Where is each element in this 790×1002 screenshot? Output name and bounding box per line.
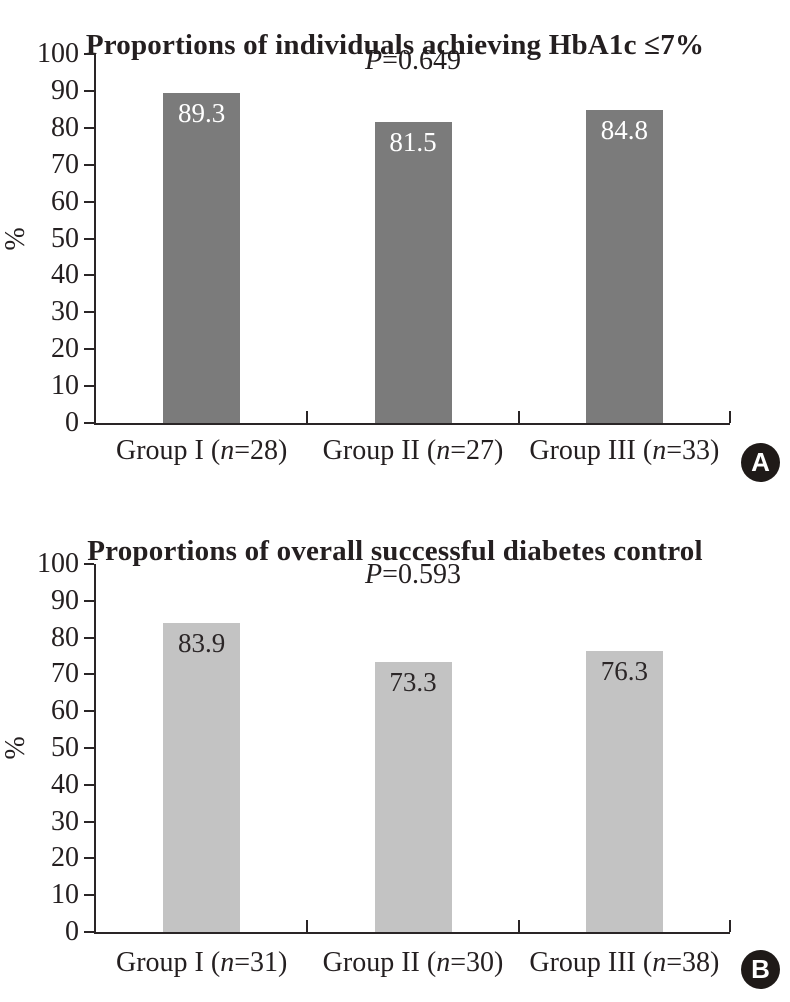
y-tick-label: 70 <box>51 148 79 180</box>
y-tick-label: 70 <box>51 658 79 690</box>
y-tick <box>84 710 94 713</box>
y-tick-label: 50 <box>51 732 79 763</box>
panel-badge-a: A <box>741 443 780 482</box>
y-tick <box>84 53 94 55</box>
plot-area-a: 0 10 20 30 40 50 60 70 80 90 100 89.3 Group I (n=28)… <box>37 38 731 466</box>
y-tick-label: 30 <box>51 805 79 837</box>
x-tick <box>517 411 520 423</box>
plot-area-b: 0 10 20 30 40 50 60 70 80 90 100 83.9 Group I (n=31)… <box>0 501 790 1002</box>
y-tick <box>84 747 94 749</box>
y-tick <box>84 931 94 933</box>
bar <box>163 93 241 423</box>
y-tick-label: 90 <box>51 584 79 616</box>
y-tick-label: 60 <box>51 185 79 217</box>
y-tick <box>84 126 94 129</box>
p-symbol: P <box>365 559 383 590</box>
y-tick-label: 0 <box>65 916 79 947</box>
y-tick <box>84 820 94 823</box>
category-label: Group III (n=33) <box>529 435 720 466</box>
y-tick <box>84 636 94 639</box>
bar-value-label: 89.3 <box>178 98 226 129</box>
y-tick <box>84 385 94 388</box>
y-tick-label: 90 <box>51 74 79 106</box>
y-tick-label: 100 <box>37 548 79 579</box>
y-tick <box>84 673 94 676</box>
x-axis-line <box>94 423 730 425</box>
bar-value-label: 76.3 <box>600 656 648 687</box>
y-tick-label: 60 <box>51 695 79 727</box>
x-axis-line <box>94 932 730 934</box>
panel-b: Proportions of overall successful diabet… <box>0 501 790 1002</box>
y-tick <box>84 563 94 565</box>
y-tick <box>84 89 94 92</box>
y-tick <box>84 599 94 602</box>
chart-title-b: Proportions of overall successful diabet… <box>87 535 703 568</box>
y-tick-label: 30 <box>51 296 79 328</box>
y-axis-line <box>94 54 96 423</box>
panel-badge-b: B <box>741 950 780 989</box>
bar-value-label: 84.8 <box>600 115 648 146</box>
y-tick <box>84 200 94 203</box>
y-tick-label: 100 <box>37 38 79 69</box>
y-tick-label: 40 <box>51 259 79 291</box>
category-label: Group II (n=30) <box>322 947 504 978</box>
y-tick <box>84 894 94 897</box>
y-tick <box>84 422 94 424</box>
p-value-annotation-b: P=0.593 <box>96 560 730 590</box>
y-tick-label: 80 <box>51 621 79 653</box>
x-tick <box>306 920 309 932</box>
y-tick-label: 50 <box>51 222 79 254</box>
x-tick <box>517 920 520 932</box>
y-tick-label: 80 <box>51 111 79 143</box>
x-tick <box>729 920 731 932</box>
x-tick <box>306 411 309 423</box>
p-value-text: =0.593 <box>382 559 461 590</box>
bar <box>585 651 663 932</box>
category-label: Group II (n=27) <box>322 435 504 466</box>
p-symbol: P <box>365 45 383 76</box>
bar <box>374 662 452 932</box>
bar-value-label: 73.3 <box>389 667 437 698</box>
bar-value-label: 81.5 <box>389 127 437 158</box>
y-tick <box>84 348 94 351</box>
y-tick <box>84 237 94 240</box>
bar-value-label: 83.9 <box>178 628 226 659</box>
y-tick-label: 10 <box>51 370 79 402</box>
y-tick-label: 40 <box>51 768 79 800</box>
p-value-annotation-a: P=0.649 <box>96 46 730 76</box>
p-value-text: =0.649 <box>382 45 461 76</box>
bar <box>585 110 663 423</box>
y-axis-line <box>94 564 96 932</box>
y-tick <box>84 783 94 786</box>
y-tick-label: 20 <box>51 842 79 874</box>
panel-a: Proportions of individuals achieving HbA… <box>0 29 780 482</box>
bar <box>374 122 452 423</box>
category-label: Group III (n=38) <box>529 947 720 978</box>
category-label: Group I (n=28) <box>115 435 288 466</box>
x-tick <box>729 411 731 423</box>
bar <box>163 623 241 932</box>
y-tick-label: 20 <box>51 333 79 365</box>
y-tick-label: 0 <box>65 407 79 438</box>
y-tick <box>84 163 94 166</box>
y-tick-label: 10 <box>51 879 79 911</box>
y-tick <box>84 857 94 860</box>
chart-title-a: Proportions of individuals achieving HbA… <box>85 29 705 62</box>
y-tick <box>84 311 94 314</box>
y-tick <box>84 274 94 277</box>
category-label: Group I (n=31) <box>115 947 288 978</box>
